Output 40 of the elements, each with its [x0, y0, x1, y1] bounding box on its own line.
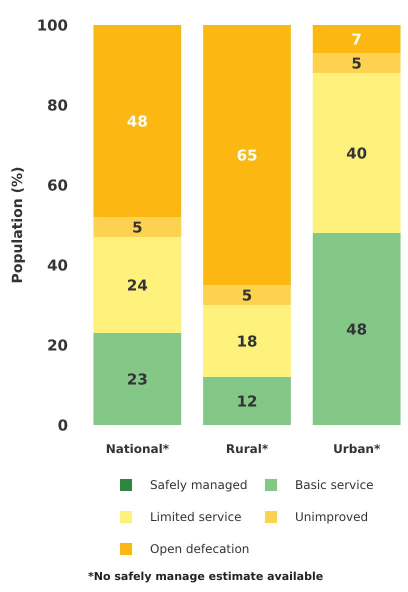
data-label: 18 — [236, 332, 258, 350]
y-tick-label: 40 — [47, 256, 68, 274]
bar — [203, 25, 291, 285]
data-label: 5 — [132, 218, 143, 236]
bar — [312, 73, 401, 233]
bar — [312, 233, 401, 425]
y-tick-label: 20 — [47, 336, 68, 354]
data-label: 40 — [346, 144, 368, 162]
bar — [93, 237, 182, 333]
x-tick-label: Rural* — [226, 442, 269, 456]
x-tick-label: Urban* — [333, 442, 381, 456]
data-label: 48 — [346, 320, 368, 338]
legend-label: Limited service — [150, 510, 242, 524]
y-tick-label: 80 — [47, 96, 68, 114]
data-label: 7 — [351, 30, 362, 48]
y-tick-label: 0 — [58, 416, 68, 434]
bar — [93, 333, 182, 425]
data-label: 12 — [236, 392, 258, 410]
y-tick-label: 100 — [36, 16, 68, 34]
bar — [312, 25, 401, 53]
data-label: 5 — [242, 286, 252, 304]
bar — [312, 53, 401, 73]
bar — [93, 25, 182, 217]
data-label: 24 — [126, 276, 148, 294]
data-label: 48 — [126, 112, 148, 130]
data-label: 65 — [236, 146, 258, 164]
bar — [93, 217, 182, 237]
bar — [203, 285, 291, 305]
y-tick-label: 60 — [47, 176, 68, 194]
legend-label: Unimproved — [295, 510, 368, 524]
legend-label: Basic service — [295, 478, 374, 492]
data-label: 23 — [126, 370, 148, 388]
bar — [203, 377, 291, 425]
bar — [203, 305, 291, 377]
legend-label: Open defecation — [150, 542, 250, 556]
data-label: 5 — [351, 54, 362, 72]
y-axis-title: Population (%) — [10, 166, 26, 284]
x-tick-label: National* — [106, 442, 170, 456]
legend-label: Safely managed — [150, 478, 248, 492]
text: *No safely manage estimate available — [88, 570, 324, 583]
